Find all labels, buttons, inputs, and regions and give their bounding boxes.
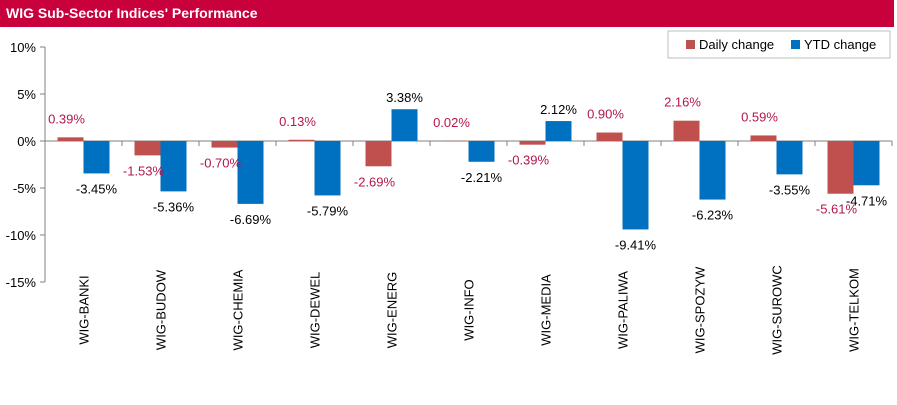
data-label-ytd: -5.36% xyxy=(153,199,195,214)
data-label-ytd: -6.23% xyxy=(692,208,734,223)
bar-daily-change xyxy=(365,141,392,167)
bar-daily-change xyxy=(519,141,546,145)
data-label-ytd: -9.41% xyxy=(615,237,657,252)
x-tick-label: WIG-BUDOW xyxy=(154,269,169,350)
y-tick-label: -5% xyxy=(13,181,37,196)
legend-box xyxy=(667,30,891,59)
x-tick-label: WIG-SPOZYW xyxy=(693,266,708,353)
x-tick-label: WIG-TELKOM xyxy=(847,268,862,352)
bar-ytd-change xyxy=(314,141,341,196)
data-label-daily: -1.53% xyxy=(123,163,165,178)
data-label-ytd: 3.38% xyxy=(386,90,423,105)
data-label-ytd: 2.12% xyxy=(540,102,577,117)
legend-swatch-daily xyxy=(686,40,695,49)
bar-daily-change xyxy=(596,132,623,141)
bar-layer xyxy=(57,109,880,230)
data-label-ytd: -6.69% xyxy=(230,212,272,227)
bar-ytd-change xyxy=(160,141,187,192)
legend-label-ytd: YTD change xyxy=(804,37,876,52)
x-tick-label: WIG-DEWEL xyxy=(308,272,323,349)
axis-layer: 10% 5% 0% -5% -10% -15% WIG-BANKI WIG-BUDOW WIG-… xyxy=(6,40,893,355)
bar-daily-change xyxy=(442,140,469,142)
bar-daily-change xyxy=(673,120,700,141)
data-label-daily: 0.59% xyxy=(741,109,778,124)
x-tick-label: WIG-SUROWC xyxy=(770,265,785,355)
data-label-daily: -0.70% xyxy=(200,156,242,171)
x-tick-label: WIG-PALIWA xyxy=(616,271,631,349)
bar-daily-change xyxy=(288,139,315,141)
label-layer: 0.39% -3.45% -1.53% -5.36% -0.70% -6.69% 0.13%… xyxy=(48,90,887,252)
legend-swatch-ytd xyxy=(791,40,800,49)
data-label-ytd: -4.71% xyxy=(846,193,888,208)
bar-ytd-change xyxy=(776,141,803,175)
bar-daily-change xyxy=(827,141,854,194)
chart-title: WIG Sub-Sector Indices' Performance xyxy=(0,0,894,27)
x-tick-label: WIG-CHEMIA xyxy=(231,269,246,350)
bar-daily-change xyxy=(57,137,84,141)
legend: Daily change YTD change xyxy=(667,30,891,59)
legend-label-daily: Daily change xyxy=(699,37,774,52)
bar-ytd-change xyxy=(622,141,649,230)
data-label-ytd: -3.45% xyxy=(76,181,118,196)
data-label-daily: 0.13% xyxy=(279,114,316,129)
y-tick-label: -10% xyxy=(6,228,37,243)
data-label-daily: 2.16% xyxy=(664,95,701,110)
x-tick-label: WIG-INFO xyxy=(462,279,477,340)
data-label-ytd: -5.79% xyxy=(307,203,349,218)
data-label-daily: -2.69% xyxy=(354,174,396,189)
x-tick-label: WIG-BANKI xyxy=(77,275,92,344)
data-label-daily: 0.90% xyxy=(587,107,624,122)
y-tick-label: 5% xyxy=(17,87,36,102)
x-tick-label: WIG-MEDIA xyxy=(539,274,554,346)
y-tick-label: 10% xyxy=(10,40,36,55)
data-label-ytd: -2.21% xyxy=(461,170,503,185)
bar-ytd-change xyxy=(468,141,495,162)
data-label-daily: -0.39% xyxy=(508,153,550,168)
bar-daily-change xyxy=(211,141,238,148)
bar-ytd-change xyxy=(699,141,726,200)
bar-daily-change xyxy=(750,135,777,141)
y-tick-label: 0% xyxy=(17,134,36,149)
y-tick-label: -15% xyxy=(6,275,37,290)
bar-ytd-change xyxy=(237,141,264,204)
data-label-ytd: -3.55% xyxy=(769,182,811,197)
bar-ytd-change xyxy=(545,121,572,141)
bar-ytd-change xyxy=(391,109,418,141)
data-label-daily: 0.39% xyxy=(48,111,85,126)
data-label-daily: 0.02% xyxy=(433,115,470,130)
bar-ytd-change xyxy=(83,141,110,174)
data-label-daily: -5.61% xyxy=(816,202,858,217)
bar-daily-change xyxy=(134,141,161,156)
bar-ytd-change xyxy=(853,141,880,186)
x-tick-label: WIG-ENERG xyxy=(385,272,400,349)
